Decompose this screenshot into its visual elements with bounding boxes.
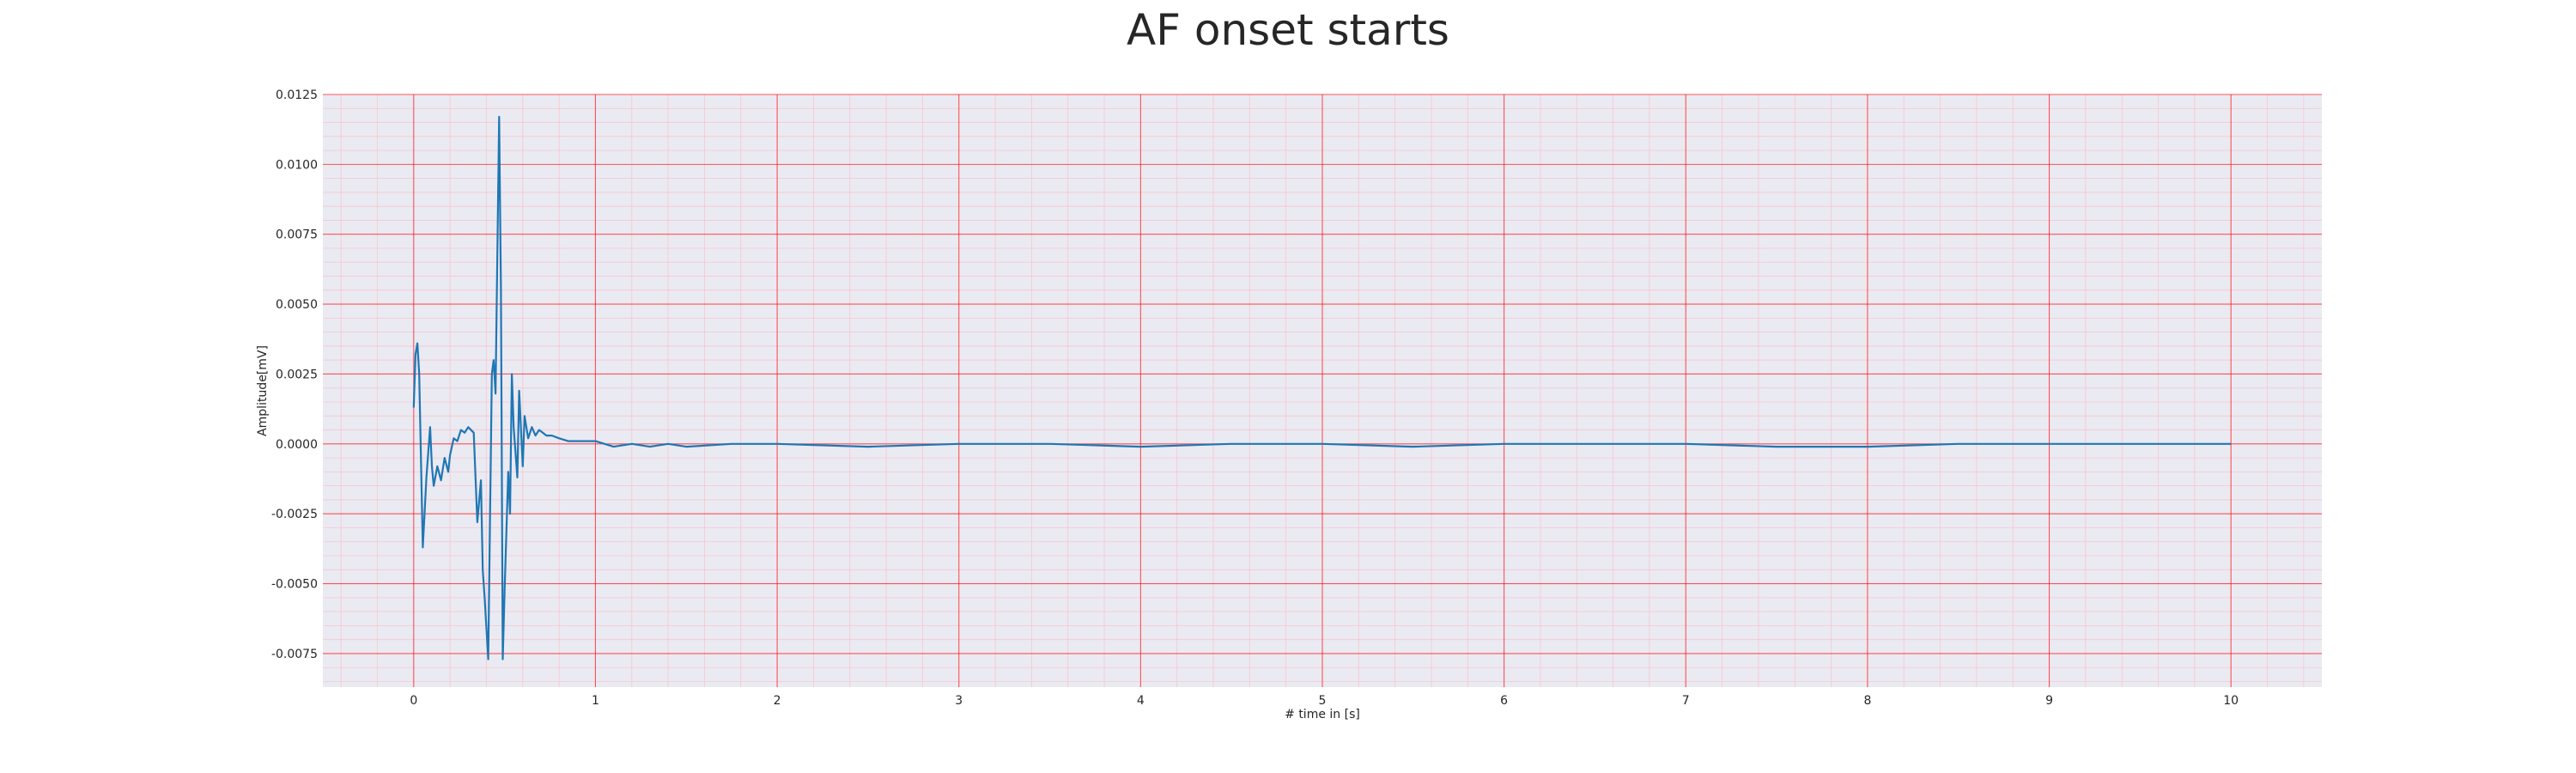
x-tick-label: 0 bbox=[410, 694, 417, 708]
x-tick-label: 3 bbox=[955, 694, 963, 708]
x-axis-label: # time in [s] bbox=[1285, 708, 1360, 721]
series-line-0 bbox=[412, 115, 2232, 660]
chart-title: AF onset starts bbox=[1127, 5, 1449, 55]
y-tick-label: 0.0075 bbox=[276, 228, 318, 242]
y-tick-label: 0.0050 bbox=[276, 298, 318, 312]
x-tick-label: 7 bbox=[1682, 694, 1690, 708]
x-tick-label: 8 bbox=[1863, 694, 1871, 708]
x-tick-label: 6 bbox=[1500, 694, 1508, 708]
y-tick-label: 0.0000 bbox=[276, 438, 318, 452]
x-tick-label: 4 bbox=[1137, 694, 1145, 708]
y-tick-label: -0.0075 bbox=[271, 648, 318, 661]
y-tick-labels: -0.0075 -0.0050 -0.0025 0.0000 0.0025 0.0050 0… bbox=[271, 88, 318, 661]
y-tick-label: 0.0100 bbox=[276, 158, 318, 172]
y-tick-label: -0.0025 bbox=[271, 508, 318, 521]
y-tick-label: 0.0025 bbox=[276, 368, 318, 381]
x-tick-label: 9 bbox=[2045, 694, 2053, 708]
y-tick-label: 0.0125 bbox=[276, 88, 318, 102]
y-axis-label: Amplitude[mV] bbox=[256, 345, 270, 436]
x-tick-label: 5 bbox=[1319, 694, 1327, 708]
series-layer bbox=[412, 115, 2232, 660]
x-tick-label: 1 bbox=[592, 694, 599, 708]
x-tick-labels: 0 1 2 3 4 5 6 7 8 9 10 bbox=[410, 694, 2239, 708]
x-tick-label: 10 bbox=[2223, 694, 2239, 708]
y-tick-label: -0.0050 bbox=[271, 578, 318, 592]
x-tick-label: 2 bbox=[774, 694, 781, 708]
